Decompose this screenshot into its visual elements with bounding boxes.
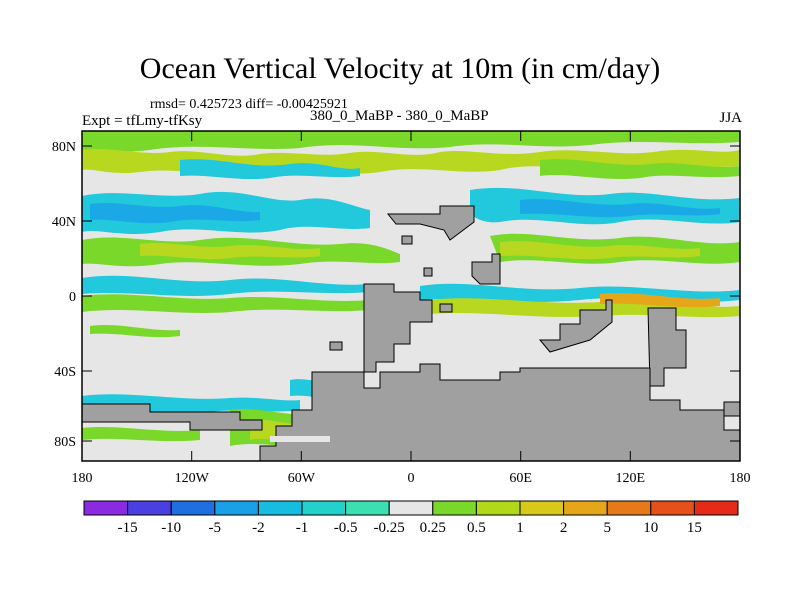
colorbar-label: -0.25 (374, 520, 405, 536)
subtropical-yellow-streak-west (140, 243, 320, 260)
mid-north-blue-streak-east (520, 199, 720, 218)
colorbar-label: -5 (209, 520, 222, 536)
land-north-2 (471, 253, 501, 285)
arctic-green-band (82, 131, 740, 152)
land-continent-east (538, 299, 613, 353)
colorbar-label: 2 (560, 520, 568, 536)
colorbar-swatch (83, 500, 129, 516)
colorbar-swatch (214, 500, 259, 516)
land-south-west (82, 403, 263, 431)
lat-label-80n: 80N (52, 140, 76, 155)
lat-label-80s: 80S (54, 435, 76, 450)
land-island-4 (329, 341, 343, 351)
equatorial-cyan-band-west (82, 275, 370, 296)
colorbar-label: 10 (643, 520, 658, 536)
colorbar-swatch (301, 500, 347, 516)
lat-axis: 80N 40N 0 40S 80S (52, 140, 740, 450)
mid-north-blue-streak-west (90, 203, 260, 224)
lon-label-120e: 120E (616, 471, 646, 486)
lat-label-0: 0 (69, 290, 76, 305)
colorbar-swatch (388, 500, 434, 516)
colorbar: -15 -10 -5 -2 -1 -0.5 -0.25 0.25 0.5 1 2 5 10 15 (83, 500, 739, 536)
land-island-1 (401, 235, 413, 245)
south-green-streak (90, 325, 180, 338)
land-island-2 (423, 267, 433, 277)
colorbar-swatch (432, 500, 477, 516)
colorbar-label: -2 (252, 520, 265, 536)
lon-label-180-west: 180 (72, 471, 93, 486)
colorbar-swatch (563, 500, 608, 516)
land-continent-west (363, 283, 433, 373)
colorbar-swatch (345, 500, 390, 516)
arctic-cyan-patch (180, 159, 360, 180)
map-field (82, 131, 740, 461)
equatorial-orange-streak (600, 293, 720, 308)
colorbar-label: -15 (118, 520, 138, 536)
lon-label-60w: 60W (288, 471, 316, 486)
colorbar-label: 0.5 (467, 520, 486, 536)
colorbar-label: -0.5 (334, 520, 358, 536)
colorbar-label: -10 (161, 520, 181, 536)
lon-axis: 180 120W 60W 0 60E 120E 180 (72, 131, 751, 486)
land-island-3 (439, 303, 453, 313)
colorbar-swatch (257, 500, 303, 516)
lon-label-0: 0 (408, 471, 415, 486)
season-label: JJA (719, 110, 742, 126)
colorbar-label: 1 (516, 520, 524, 536)
colorbar-swatch (519, 500, 565, 516)
land-south-east (723, 401, 740, 417)
colorbar-label: 15 (687, 520, 702, 536)
colorbar-swatch (650, 500, 695, 516)
lon-label-180-east: 180 (730, 471, 751, 486)
lon-label-120w: 120W (175, 471, 210, 486)
statistics-label: rmsd= 0.425723 diff= -0.00425921 (150, 97, 348, 112)
experiment-label: Expt = tfLmy-tfKsy (82, 113, 203, 129)
land-masses (82, 205, 740, 461)
colorbar-swatch (693, 500, 739, 516)
land-north-1 (386, 205, 475, 241)
ice-shelf-gap (270, 436, 330, 442)
subtitle-label: 380_0_MaBP - 380_0_MaBP (310, 108, 489, 124)
colorbar-swatch (606, 500, 652, 516)
colorbar-swatch (127, 500, 172, 516)
land-continent-far-east (647, 307, 687, 387)
plot-title: Ocean Vertical Velocity at 10m (in cm/da… (139, 52, 661, 85)
colorbar-label: 0.25 (420, 520, 446, 536)
colorbar-label: -1 (296, 520, 309, 536)
colorbar-label: 5 (603, 520, 611, 536)
south-green-streak-2 (82, 427, 200, 442)
lat-label-40n: 40N (52, 215, 76, 230)
colorbar-swatch (475, 500, 521, 516)
lon-label-60e: 60E (509, 471, 532, 486)
subtropical-yellow-streak-east (500, 241, 700, 260)
equatorial-green-band-west (82, 294, 370, 313)
colorbar-swatch (170, 500, 216, 516)
arctic-green-patch-east (540, 159, 740, 179)
lat-label-40s: 40S (54, 365, 76, 380)
